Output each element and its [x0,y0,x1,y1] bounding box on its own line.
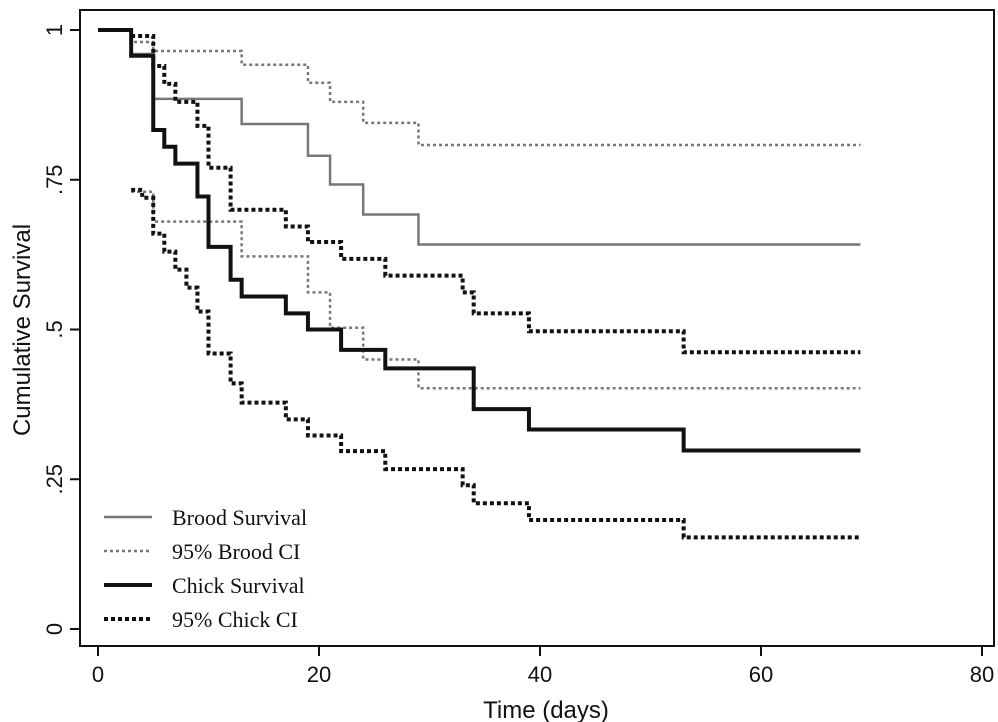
series-line-95-brood-ci-1 [98,28,861,147]
y-tick-label: .75 [42,164,67,195]
x-tick-label: 80 [970,662,994,687]
plot-frame [79,9,995,647]
y-tick-label: .25 [42,464,67,495]
legend-item-95-brood-ci: 95% Brood CI [104,539,300,564]
series-line-95-chick-ci-5 [131,187,861,540]
x-axis-title: Time (days) [483,697,609,722]
legend-item-chick-survival: Chick Survival [104,573,305,598]
legend-label: 95% Chick CI [172,607,298,632]
y-axis-title: Cumulative Survival [9,224,36,436]
legend-item-95-chick-ci: 95% Chick CI [104,607,298,632]
x-tick-label: 40 [528,662,552,687]
legend: Brood Survival 95% Brood CI Chick Survival… [104,505,307,632]
y-tick-label: 0 [42,623,67,635]
legend-label: Chick Survival [172,573,305,598]
x-axis: 0 20 40 60 80 [92,646,994,687]
x-tick-label: 20 [307,662,331,687]
series-line-brood-survival-0 [98,28,861,246]
y-tick-label: 1 [42,24,67,36]
series-line-chick-survival-3 [98,28,861,453]
series-layer [98,28,861,540]
y-axis: 0 .25 .5 .75 1 [42,24,80,635]
y-tick-label: .5 [42,320,67,338]
legend-label: 95% Brood CI [172,539,300,564]
x-tick-label: 60 [749,662,773,687]
legend-item-brood-survival: Brood Survival [104,505,307,530]
plot-border [79,9,995,647]
series-line-95-brood-ci-2 [131,190,861,390]
legend-label: Brood Survival [172,505,307,530]
x-tick-label: 0 [92,662,104,687]
series-line-95-chick-ci-4 [131,33,861,355]
